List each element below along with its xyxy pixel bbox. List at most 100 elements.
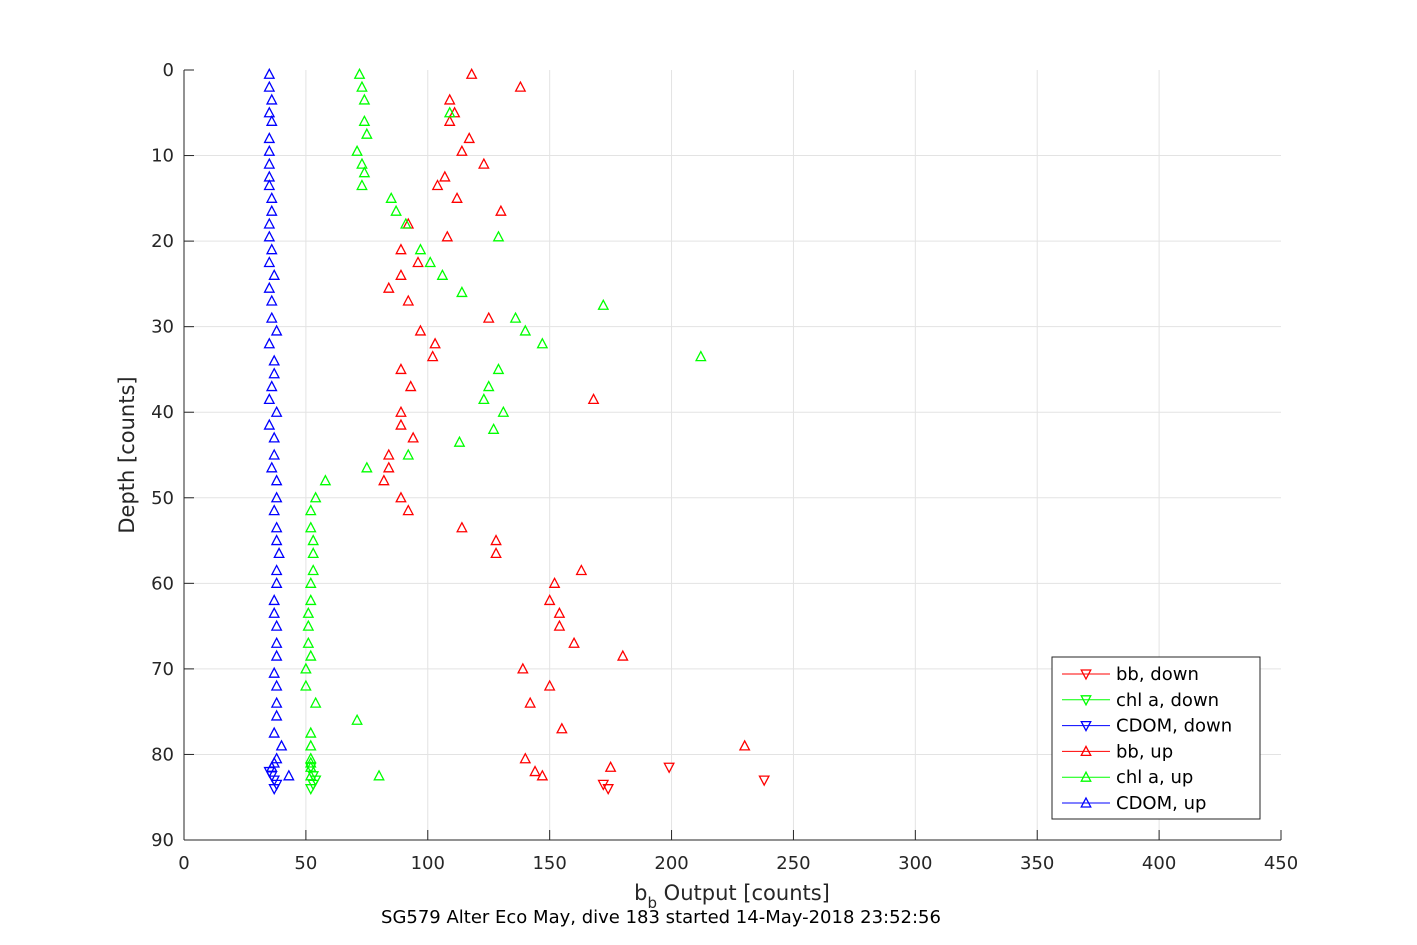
- x-tick-label: 400: [1142, 853, 1176, 874]
- data-point: [268, 594, 281, 606]
- series-4: [300, 67, 707, 781]
- data-point: [265, 191, 278, 203]
- series-5: [263, 67, 295, 781]
- data-point: [524, 696, 536, 708]
- data-point: [482, 380, 495, 392]
- data-point: [568, 636, 580, 648]
- data-point: [356, 80, 368, 92]
- data-point: [382, 461, 395, 473]
- data-point: [453, 435, 466, 447]
- data-point: [270, 619, 283, 631]
- y-tick-label: 70: [151, 659, 174, 680]
- data-point: [373, 769, 385, 781]
- x-axis-label: bb Output [counts]: [634, 881, 830, 912]
- data-point: [395, 418, 407, 430]
- data-point: [263, 67, 276, 79]
- data-point: [265, 311, 278, 323]
- axes: [183, 69, 1282, 841]
- data-point: [351, 713, 363, 725]
- data-point: [604, 760, 617, 772]
- data-point: [270, 636, 283, 648]
- legend-label: bb, up: [1116, 741, 1173, 762]
- data-point: [404, 380, 417, 392]
- y-tick-label: 90: [151, 830, 174, 851]
- data-point: [265, 93, 278, 105]
- data-point: [304, 594, 317, 606]
- data-point: [304, 784, 317, 796]
- data-point: [263, 157, 276, 169]
- data-point: [304, 576, 317, 588]
- data-point: [402, 504, 415, 516]
- data-point: [553, 619, 566, 631]
- series-3: [378, 67, 751, 781]
- legend-marker: [1080, 796, 1092, 808]
- data-point: [492, 230, 505, 242]
- x-tick-label: 50: [294, 853, 317, 874]
- x-axis-label-subscript: b: [647, 894, 657, 912]
- data-point: [758, 775, 771, 787]
- data-point: [602, 784, 615, 796]
- data-point: [356, 179, 368, 191]
- data-point: [275, 739, 288, 751]
- data-point: [378, 474, 390, 486]
- data-point: [439, 170, 451, 182]
- y-tick-label: 50: [151, 488, 174, 509]
- data-point: [390, 204, 402, 216]
- data-point: [482, 311, 495, 323]
- y-tick-label: 60: [151, 573, 174, 594]
- x-tick-label: 200: [654, 853, 688, 874]
- data-point: [407, 431, 419, 443]
- data-point: [519, 324, 532, 336]
- data-point: [509, 311, 522, 323]
- data-point: [309, 491, 322, 503]
- data-point: [441, 230, 454, 242]
- data-point: [309, 696, 322, 708]
- x-axis-label-main: b: [634, 881, 647, 905]
- data-point: [263, 392, 276, 405]
- data-point: [395, 405, 407, 417]
- data-point: [263, 217, 276, 229]
- x-tick-label: 350: [1020, 853, 1054, 874]
- data-point: [529, 765, 541, 777]
- legend-marker: [1080, 770, 1092, 782]
- data-point: [616, 649, 629, 661]
- data-point: [517, 662, 529, 674]
- data-point: [319, 474, 332, 486]
- data-point: [300, 662, 312, 674]
- x-tick-label: 250: [776, 853, 810, 874]
- data-point: [412, 256, 424, 268]
- data-point: [436, 268, 449, 280]
- data-point: [270, 564, 283, 576]
- data-point: [519, 752, 532, 764]
- data-point: [270, 696, 283, 708]
- data-point: [663, 762, 675, 774]
- data-point: [463, 132, 476, 144]
- data-point: [414, 324, 427, 336]
- data-point: [263, 418, 276, 430]
- data-point: [263, 144, 276, 156]
- data-point: [300, 679, 312, 691]
- data-point: [495, 204, 507, 216]
- data-point: [402, 448, 415, 460]
- data-point: [536, 337, 549, 349]
- legend-marker: [1080, 720, 1092, 732]
- data-point: [270, 576, 283, 588]
- data-point: [487, 422, 500, 434]
- x-tick-label: 450: [1264, 853, 1298, 874]
- data-point: [400, 217, 412, 229]
- data-point: [456, 144, 468, 156]
- data-point: [304, 756, 317, 768]
- data-point: [514, 80, 527, 92]
- data-point: [497, 405, 510, 417]
- chart-title: SG579 Alter Eco May, dive 183 started 14…: [381, 907, 941, 928]
- data-point: [263, 106, 276, 118]
- legend-entries: bb, down chl a, down CDOM, down bb, up chl a…: [1062, 664, 1232, 814]
- data-point: [270, 474, 283, 486]
- data-point: [265, 461, 278, 473]
- data-point: [304, 769, 317, 781]
- legend-entry: CDOM, down: [1062, 716, 1232, 737]
- legend-marker: [1080, 695, 1092, 707]
- legend-entry: bb, up: [1062, 741, 1173, 762]
- data-point: [382, 281, 395, 293]
